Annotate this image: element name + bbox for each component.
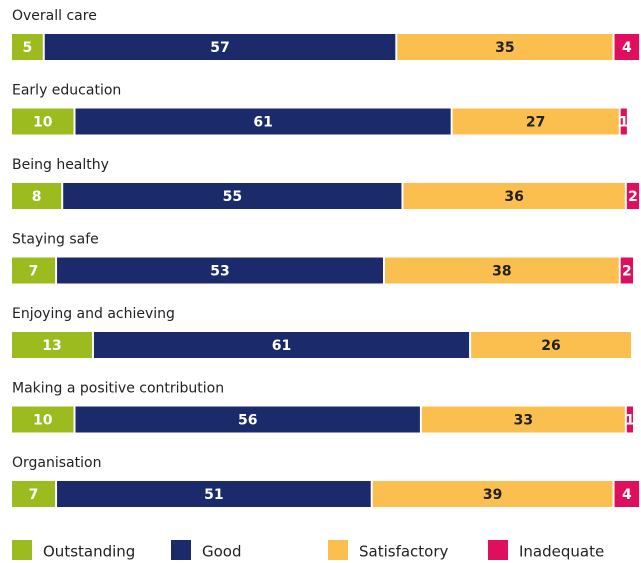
bar-segment	[421, 406, 625, 433]
value-label: 39	[483, 487, 502, 503]
bar-segment	[626, 406, 633, 433]
bar-segment	[12, 183, 62, 209]
bar-segment	[12, 332, 92, 358]
value-label: 1	[619, 115, 629, 131]
bar-segment	[614, 481, 640, 507]
value-label: 5	[23, 40, 33, 56]
value-label: 35	[495, 40, 514, 56]
value-label: 38	[492, 264, 511, 280]
bar-segment	[614, 34, 640, 60]
value-label: 51	[204, 487, 223, 503]
value-label: 33	[514, 413, 533, 429]
value-label: 2	[622, 264, 632, 280]
value-label: 2	[628, 189, 638, 205]
value-label: 13	[42, 338, 61, 354]
legend-label: Outstanding	[43, 543, 135, 561]
legend-swatch	[328, 540, 348, 560]
value-label: 10	[33, 413, 53, 429]
bar-segment	[626, 183, 640, 209]
bar-segment	[63, 183, 402, 209]
value-label: 7	[29, 487, 39, 503]
category-label: Overall care	[12, 8, 97, 24]
bar-segment	[93, 332, 470, 358]
bar-segment	[12, 108, 74, 135]
legend-swatch	[12, 540, 32, 560]
value-label: 57	[210, 40, 229, 56]
category-label: Organisation	[12, 455, 101, 471]
legend-label: Inadequate	[519, 543, 604, 561]
value-label: 4	[622, 487, 632, 503]
value-label: 55	[223, 189, 242, 205]
legend-swatch	[171, 540, 191, 560]
category-label: Early education	[12, 83, 121, 99]
bar-segment	[57, 257, 384, 284]
value-label: 27	[526, 115, 545, 131]
bar-segment	[44, 34, 396, 60]
value-label: 26	[541, 338, 560, 354]
category-label: Staying safe	[12, 232, 99, 248]
bar-segment	[57, 481, 371, 507]
value-label: 56	[238, 413, 257, 429]
value-label: 7	[29, 264, 39, 280]
bar-segment	[12, 257, 56, 284]
bar-segment	[452, 108, 619, 135]
bar-segment	[385, 257, 619, 284]
legend-label: Good	[202, 543, 242, 561]
value-label: 53	[210, 264, 229, 280]
category-label: Being healthy	[12, 157, 109, 173]
value-label: 1	[625, 413, 635, 429]
legend-swatch	[488, 540, 508, 560]
value-label: 61	[272, 338, 291, 354]
bar-segment	[75, 406, 420, 433]
category-label: Enjoying and achieving	[12, 306, 175, 322]
legend-label: Satisfactory	[359, 543, 449, 561]
bar-segment	[12, 481, 56, 507]
bar-segment	[12, 34, 43, 60]
bar-segment	[471, 332, 631, 358]
bar-segment	[372, 481, 613, 507]
bar-segment	[75, 108, 451, 135]
value-label: 8	[32, 189, 42, 205]
bar-segment	[12, 406, 74, 433]
value-label: 61	[253, 115, 272, 131]
bar-segment	[397, 34, 613, 60]
bar-segment	[620, 108, 627, 135]
value-label: 36	[504, 189, 523, 205]
value-label: 4	[622, 40, 632, 56]
bar-segment	[620, 257, 633, 284]
category-label: Making a positive contribution	[12, 381, 224, 397]
bar-segment	[403, 183, 625, 209]
value-label: 10	[33, 115, 53, 131]
